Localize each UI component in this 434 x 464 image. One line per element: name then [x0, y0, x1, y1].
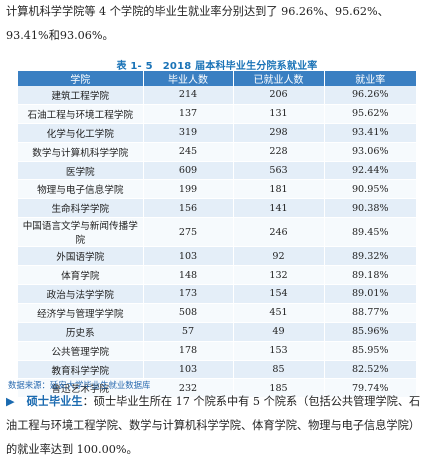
cell-employment-rate: 89.01% [324, 284, 416, 304]
cell-employment-rate: 90.95% [324, 179, 416, 200]
cell-graduates: 275 [143, 217, 234, 248]
cell-graduates: 57 [143, 322, 234, 342]
cell-graduates: 508 [143, 303, 234, 323]
cell-college: 外国语学院 [18, 246, 144, 267]
table-row: 外国语学院 103 92 89.32% [18, 246, 416, 267]
table-row: 公共管理学院 178 153 85.95% [18, 341, 416, 361]
cell-employed: 228 [233, 142, 325, 162]
header-employment-rate: 就业率 [324, 71, 416, 86]
table-body: 建筑工程学院 214 206 96.26% 石油工程与环境工程学院 137 131 95.62… [18, 86, 416, 399]
cell-employment-rate: 85.95% [324, 341, 416, 361]
table-row: 石油工程与环境工程学院 137 131 95.62% [18, 104, 416, 124]
source-note: 数据来源：延安大学毕业生就业数据库 [8, 380, 151, 390]
header-college: 学院 [18, 71, 144, 86]
cell-graduates: 245 [143, 142, 234, 162]
table-row: 鲁迅艺术学院 232 185 79.74% [18, 378, 416, 399]
table-row: 历史系 57 49 85.96% [18, 322, 416, 342]
cell-college: 医学院 [18, 161, 144, 181]
intro-paragraph: 计算机科学学院等 4 个学院的毕业生就业率分别达到了 96.26%、95.62%… [6, 5, 389, 42]
cell-college: 教育科学学院 [18, 360, 144, 380]
cell-college: 中国语言文学与新闻传播学院 [18, 217, 144, 248]
cell-college: 数学与计算机科学学院 [18, 142, 144, 162]
cell-employment-rate: 85.96% [324, 322, 416, 342]
cell-employment-rate: 82.52% [324, 360, 416, 380]
table-row: 中国语言文学与新闻传播学院 275 246 89.45% [18, 217, 416, 248]
cell-employed: 185 [233, 378, 325, 399]
cell-employment-rate: 95.62% [324, 104, 416, 124]
cell-college: 建筑工程学院 [18, 86, 144, 105]
cell-college: 历史系 [18, 322, 144, 342]
cell-college: 化学与化工学院 [18, 123, 144, 143]
table-caption-number: 表 1- 5 [116, 61, 153, 72]
table-row: 生命科学学院 156 141 90.38% [18, 198, 416, 219]
header-employed: 已就业人数 [233, 71, 325, 86]
graduate-paragraph: ▶ 硕士毕业生：硕士毕业生所在 17 个院系中有 5 个院系（包括公共管理学院、石… [6, 389, 428, 462]
cell-employment-rate: 89.18% [324, 265, 416, 286]
cell-employment-rate: 96.26% [324, 86, 416, 105]
cell-graduates: 178 [143, 341, 234, 361]
cell-graduates: 137 [143, 104, 234, 124]
table-row: 体育学院 148 132 89.18% [18, 265, 416, 286]
cell-graduates: 148 [143, 265, 234, 286]
cell-employment-rate: 93.06% [324, 142, 416, 162]
cell-graduates: 214 [143, 86, 234, 105]
table-caption-title: 2018 届本科毕业生分院系就业率 [162, 61, 318, 72]
cell-graduates: 103 [143, 360, 234, 380]
cell-graduates: 156 [143, 198, 234, 219]
cell-college: 石油工程与环境工程学院 [18, 104, 144, 124]
cell-employment-rate: 79.74% [324, 378, 416, 399]
cell-employment-rate: 88.77% [324, 303, 416, 323]
cell-employed: 141 [233, 198, 325, 219]
graduate-lead: 硕士毕业生 [26, 394, 83, 408]
table-row: 医学院 609 563 92.44% [18, 161, 416, 181]
cell-graduates: 199 [143, 179, 234, 200]
cell-employed: 181 [233, 179, 325, 200]
cell-employed: 153 [233, 341, 325, 361]
cell-employed: 298 [233, 123, 325, 143]
cell-employed: 132 [233, 265, 325, 286]
cell-graduates: 319 [143, 123, 234, 143]
cell-college: 物理与电子信息学院 [18, 179, 144, 200]
cell-employed: 451 [233, 303, 325, 323]
cell-graduates: 173 [143, 284, 234, 304]
cell-graduates: 232 [143, 378, 234, 399]
cell-college: 经济学与管理学学院 [18, 303, 144, 323]
bullet-icon: ▶ [6, 394, 15, 408]
employment-rate-table: 学院 毕业人数 已就业人数 就业率 建筑工程学院 214 206 96.26% 石油工程… [18, 71, 416, 399]
cell-graduates: 609 [143, 161, 234, 181]
cell-employed: 563 [233, 161, 325, 181]
cell-employment-rate: 90.38% [324, 198, 416, 219]
cell-employed: 85 [233, 360, 325, 380]
table-row: 数学与计算机科学学院 245 228 93.06% [18, 142, 416, 162]
table-row: 化学与化工学院 319 298 93.41% [18, 123, 416, 143]
cell-graduates: 103 [143, 246, 234, 267]
cell-college: 政治与法学学院 [18, 284, 144, 304]
cell-employed: 49 [233, 322, 325, 342]
cell-college: 生命科学学院 [18, 198, 144, 219]
cell-employment-rate: 92.44% [324, 161, 416, 181]
cell-employment-rate: 93.41% [324, 123, 416, 143]
table-row: 教育科学学院 103 85 82.52% [18, 360, 416, 380]
table-row: 物理与电子信息学院 199 181 90.95% [18, 179, 416, 200]
cell-college: 鲁迅艺术学院 [18, 378, 144, 399]
cell-employed: 131 [233, 104, 325, 124]
cell-employed: 246 [233, 217, 325, 248]
cell-college: 体育学院 [18, 265, 144, 286]
cell-college: 公共管理学院 [18, 341, 144, 361]
cell-employed: 92 [233, 246, 325, 267]
table-header-row: 学院 毕业人数 已就业人数 就业率 [18, 71, 416, 86]
table-row: 经济学与管理学学院 508 451 88.77% [18, 303, 416, 323]
table-row: 政治与法学学院 173 154 89.01% [18, 284, 416, 304]
header-graduates: 毕业人数 [143, 71, 234, 86]
graduate-text: ：硕士毕业生所在 17 个院系中有 5 个院系（包括公共管理学院、石油工程与环境… [6, 395, 421, 456]
cell-employed: 154 [233, 284, 325, 304]
cell-employed: 206 [233, 86, 325, 105]
table-row: 建筑工程学院 214 206 96.26% [18, 86, 416, 105]
table-caption: 表 1- 5 2018 届本科毕业生分院系就业率 [0, 57, 434, 72]
cell-employment-rate: 89.32% [324, 246, 416, 267]
cell-employment-rate: 89.45% [324, 217, 416, 248]
